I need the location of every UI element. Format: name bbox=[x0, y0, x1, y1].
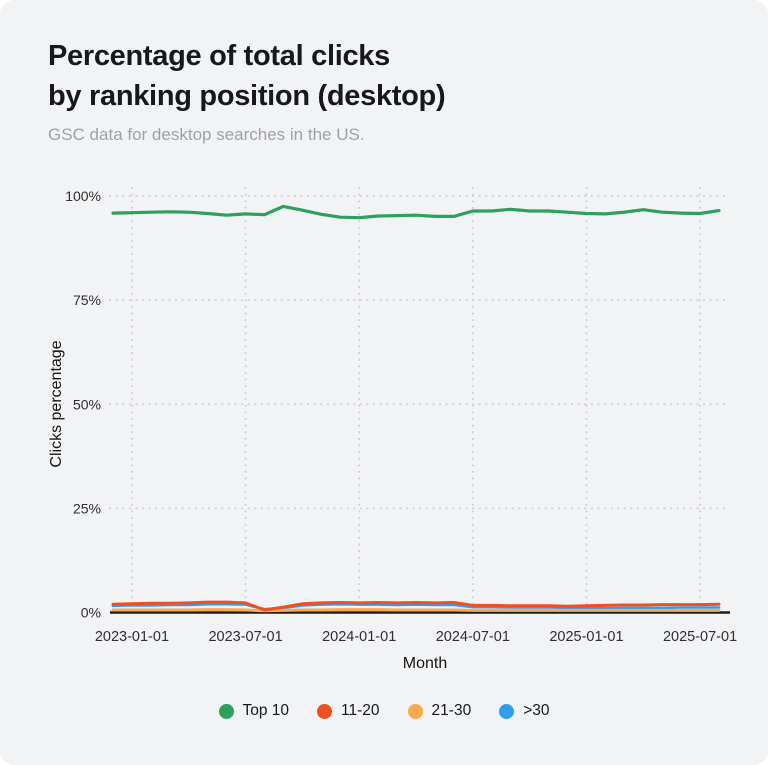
x-tick-label: 2024-01-01 bbox=[322, 629, 396, 645]
y-tick-label: 0% bbox=[81, 605, 101, 621]
y-tick-label: 25% bbox=[73, 500, 101, 516]
series-layer bbox=[111, 204, 721, 613]
x-tick-label: 2025-01-01 bbox=[549, 629, 623, 645]
series-line-21-30 bbox=[111, 608, 721, 613]
x-axis-title: Month bbox=[403, 655, 447, 672]
legend-label-11-20: 11-20 bbox=[341, 702, 380, 719]
y-tick-label: 100% bbox=[65, 188, 101, 204]
grid-layer bbox=[109, 187, 731, 612]
legend-label-21-30: 21-30 bbox=[431, 702, 472, 719]
y-tick-label: 75% bbox=[73, 292, 101, 308]
title-line-2: by ranking position (desktop) bbox=[48, 80, 446, 113]
chart-header: Percentage of total clicks by ranking po… bbox=[48, 36, 728, 145]
y-tick-label: 50% bbox=[73, 396, 101, 412]
legend-dot-21-30-icon bbox=[407, 703, 423, 719]
chart-subtitle: GSC data for desktop searches in the US. bbox=[48, 125, 365, 145]
legend-dot-top10-icon bbox=[218, 703, 234, 719]
legend-item-top10[interactable]: Top 10 bbox=[218, 702, 290, 720]
series-line-top-10 bbox=[111, 204, 721, 220]
legend-item-11-20[interactable]: 11-20 bbox=[317, 702, 380, 720]
legend-item-21-30[interactable]: 21-30 bbox=[407, 702, 472, 720]
legend-dot-11-20-icon bbox=[317, 703, 333, 719]
y-axis-title: Clicks percentage bbox=[48, 340, 65, 467]
legend-dot-gt30-icon bbox=[499, 703, 515, 719]
x-tick-label: 2023-01-01 bbox=[95, 629, 169, 645]
title-line-1: Percentage of total clicks bbox=[48, 40, 390, 72]
x-tick-label: 2024-07-01 bbox=[436, 629, 510, 645]
legend-item-gt30[interactable]: >30 bbox=[499, 702, 550, 720]
legend-label-top10: Top 10 bbox=[242, 702, 290, 719]
x-tick-label: 2023-07-01 bbox=[208, 629, 282, 645]
tick-layer: 0% 25% 50% 75% 100% 2023-01-01 2023-07-01 2024-… bbox=[65, 188, 737, 645]
series-line--30 bbox=[111, 602, 721, 611]
chart-legend: Top 10 11-20 21-30 >30 bbox=[0, 702, 768, 720]
series-line-11-20 bbox=[111, 600, 721, 612]
x-tick-label: 2025-07-01 bbox=[663, 629, 737, 645]
page-title: Percentage of total clicks by ranking po… bbox=[48, 36, 728, 116]
legend-label-gt30: >30 bbox=[523, 702, 550, 719]
